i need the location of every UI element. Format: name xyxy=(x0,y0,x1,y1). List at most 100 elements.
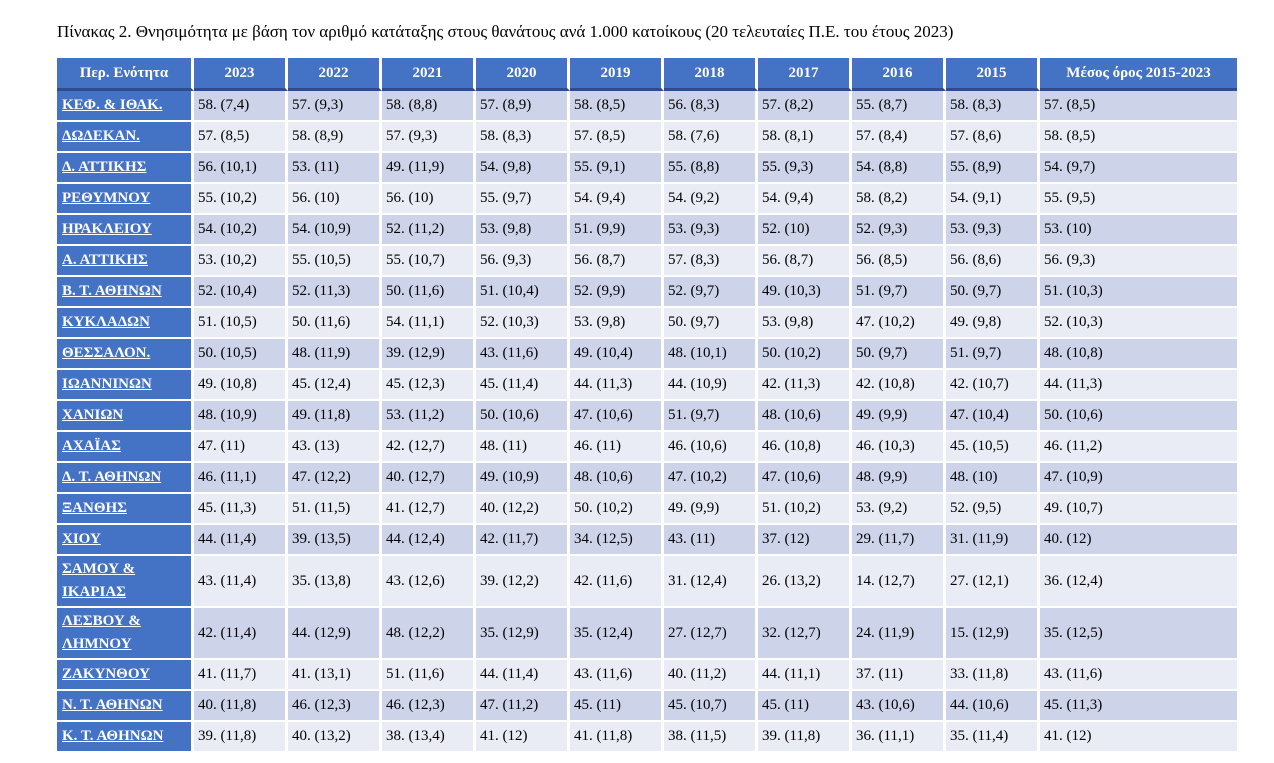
table-row: Α. ΑΤΤΙΚΗΣ 53. (10,2) 55. (10,5) 55. (10,7)… xyxy=(57,246,1237,277)
rank-value-cell: 51. (9,7) xyxy=(946,339,1040,370)
rank-value-cell: 43. (12,6) xyxy=(382,556,476,608)
rank-value-cell: 47. (10,6) xyxy=(758,463,852,494)
rank-value-cell: 52. (10,4) xyxy=(194,277,288,308)
region-label: Ν. Τ. ΑΘΗΝΩΝ xyxy=(57,691,194,722)
rank-value-cell: 55. (9,1) xyxy=(570,153,664,184)
rank-value-cell: 24. (11,9) xyxy=(852,608,946,660)
rank-value-cell: 50. (10,5) xyxy=(194,339,288,370)
rank-value-cell: 41. (11,8) xyxy=(570,722,664,753)
rank-value-cell: 41. (13,1) xyxy=(288,660,382,691)
table-body: ΚΕΦ. & ΙΘΑΚ. 58. (7,4) 57. (9,3) 58. (8,8) 5… xyxy=(57,91,1237,753)
rank-value-cell: 45. (12,4) xyxy=(288,370,382,401)
region-label: ΧΑΝΙΩΝ xyxy=(57,401,194,432)
region-label: ΚΕΦ. & ΙΘΑΚ. xyxy=(57,91,194,122)
rank-value-cell: 47. (11) xyxy=(194,432,288,463)
rank-value-cell: 54. (9,2) xyxy=(664,184,758,215)
rank-value-cell: 45. (11) xyxy=(570,691,664,722)
rank-value-cell: 57. (8,6) xyxy=(946,122,1040,153)
rank-value-cell: 27. (12,1) xyxy=(946,556,1040,608)
region-label: ΗΡΑΚΛΕΙΟΥ xyxy=(57,215,194,246)
rank-value-cell: 58. (8,5) xyxy=(1040,122,1237,153)
header-region-column: Περ. Ενότητα xyxy=(57,58,194,91)
rank-value-cell: 52. (11,3) xyxy=(288,277,382,308)
rank-value-cell: 37. (12) xyxy=(758,525,852,556)
rank-value-cell: 48. (10,6) xyxy=(758,401,852,432)
rank-value-cell: 55. (9,3) xyxy=(758,153,852,184)
rank-value-cell: 53. (10,2) xyxy=(194,246,288,277)
header-year-column: 2018 xyxy=(664,58,758,91)
table-row: Δ. Τ. ΑΘΗΝΩΝ 46. (11,1) 47. (12,2) 40. (12,… xyxy=(57,463,1237,494)
region-label: ΑΧΑΪΑΣ xyxy=(57,432,194,463)
rank-value-cell: 46. (11) xyxy=(570,432,664,463)
rank-value-cell: 45. (11) xyxy=(758,691,852,722)
rank-value-cell: 44. (11,1) xyxy=(758,660,852,691)
rank-value-cell: 53. (9,3) xyxy=(664,215,758,246)
rank-value-cell: 50. (10,2) xyxy=(570,494,664,525)
rank-value-cell: 58. (8,9) xyxy=(288,122,382,153)
rank-value-cell: 40. (12,2) xyxy=(476,494,570,525)
rank-value-cell: 51. (9,7) xyxy=(664,401,758,432)
rank-value-cell: 40. (13,2) xyxy=(288,722,382,753)
rank-value-cell: 40. (11,8) xyxy=(194,691,288,722)
rank-value-cell: 43. (13) xyxy=(288,432,382,463)
rank-value-cell: 35. (12,4) xyxy=(570,608,664,660)
rank-value-cell: 14. (12,7) xyxy=(852,556,946,608)
rank-value-cell: 49. (9,9) xyxy=(664,494,758,525)
region-label: Κ. Τ. ΑΘΗΝΩΝ xyxy=(57,722,194,753)
table-row: ΗΡΑΚΛΕΙΟΥ 54. (10,2) 54. (10,9) 52. (11,2) 5… xyxy=(57,215,1237,246)
region-label: ΧΙΟΥ xyxy=(57,525,194,556)
rank-value-cell: 54. (9,4) xyxy=(758,184,852,215)
table-row: ΑΧΑΪΑΣ 47. (11) 43. (13) 42. (12,7) 48. (11)… xyxy=(57,432,1237,463)
region-label: Δ. ΑΤΤΙΚΗΣ xyxy=(57,153,194,184)
region-label: ΙΩΑΝΝΙΝΩΝ xyxy=(57,370,194,401)
rank-value-cell: 49. (11,8) xyxy=(288,401,382,432)
rank-value-cell: 51. (11,5) xyxy=(288,494,382,525)
rank-value-cell: 44. (11,4) xyxy=(476,660,570,691)
rank-value-cell: 57. (8,5) xyxy=(570,122,664,153)
rank-value-cell: 44. (11,4) xyxy=(194,525,288,556)
header-year-column: 2016 xyxy=(852,58,946,91)
rank-value-cell: 37. (11) xyxy=(852,660,946,691)
region-label: ΣΑΜΟΥ & ΙΚΑΡΙΑΣ xyxy=(57,556,194,608)
rank-value-cell: 46. (10,8) xyxy=(758,432,852,463)
rank-value-cell: 41. (12) xyxy=(1040,722,1237,753)
rank-value-cell: 46. (12,3) xyxy=(288,691,382,722)
rank-value-cell: 46. (11,1) xyxy=(194,463,288,494)
table-row: Β. Τ. ΑΘΗΝΩΝ 52. (10,4) 52. (11,3) 50. (11,… xyxy=(57,277,1237,308)
rank-value-cell: 54. (8,8) xyxy=(852,153,946,184)
rank-value-cell: 51. (11,6) xyxy=(382,660,476,691)
header-year-column: 2020 xyxy=(476,58,570,91)
region-label: Β. Τ. ΑΘΗΝΩΝ xyxy=(57,277,194,308)
rank-value-cell: 44. (10,6) xyxy=(946,691,1040,722)
rank-value-cell: 40. (11,2) xyxy=(664,660,758,691)
rank-value-cell: 51. (10,4) xyxy=(476,277,570,308)
rank-value-cell: 50. (10,6) xyxy=(1040,401,1237,432)
rank-value-cell: 47. (10,2) xyxy=(664,463,758,494)
table-row: ΘΕΣΣΑΛΟΝ. 50. (10,5) 48. (11,9) 39. (12,9) 4… xyxy=(57,339,1237,370)
rank-value-cell: 58. (7,4) xyxy=(194,91,288,122)
rank-value-cell: 39. (13,5) xyxy=(288,525,382,556)
rank-value-cell: 49. (10,8) xyxy=(194,370,288,401)
rank-value-cell: 56. (10) xyxy=(382,184,476,215)
rank-value-cell: 39. (12,2) xyxy=(476,556,570,608)
table-row: ΡΕΘΥΜΝΟΥ 55. (10,2) 56. (10) 56. (10) 55. (9… xyxy=(57,184,1237,215)
rank-value-cell: 54. (9,8) xyxy=(476,153,570,184)
rank-value-cell: 47. (10,4) xyxy=(946,401,1040,432)
header-year-column: 2017 xyxy=(758,58,852,91)
table-row: ΔΩΔΕΚΑΝ. 57. (8,5) 58. (8,9) 57. (9,3) 58. (… xyxy=(57,122,1237,153)
rank-value-cell: 48. (9,9) xyxy=(852,463,946,494)
rank-value-cell: 47. (12,2) xyxy=(288,463,382,494)
rank-value-cell: 48. (12,2) xyxy=(382,608,476,660)
rank-value-cell: 42. (11,7) xyxy=(476,525,570,556)
region-label: Δ. Τ. ΑΘΗΝΩΝ xyxy=(57,463,194,494)
table-caption: Πίνακας 2. Θνησιμότητα με βάση τον αριθμ… xyxy=(57,22,954,41)
rank-value-cell: 50. (10,2) xyxy=(758,339,852,370)
rank-value-cell: 43. (11) xyxy=(664,525,758,556)
rank-value-cell: 48. (10) xyxy=(946,463,1040,494)
header-year-column: 2021 xyxy=(382,58,476,91)
rank-value-cell: 53. (9,8) xyxy=(570,308,664,339)
rank-value-cell: 47. (10,2) xyxy=(852,308,946,339)
rank-value-cell: 55. (8,7) xyxy=(852,91,946,122)
rank-value-cell: 48. (11,9) xyxy=(288,339,382,370)
